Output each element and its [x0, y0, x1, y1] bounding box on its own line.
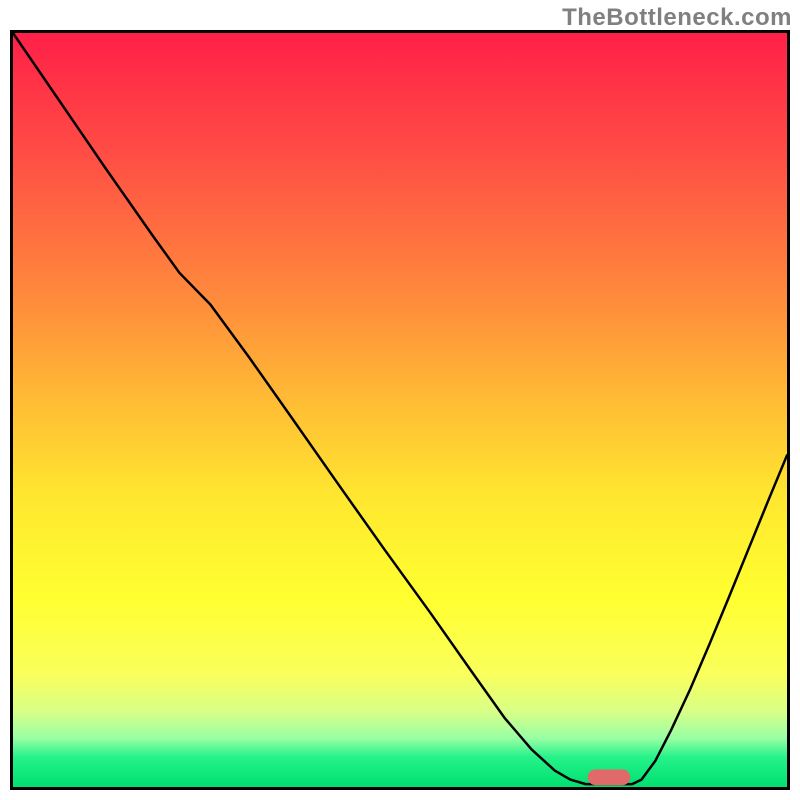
marker-layer — [13, 33, 787, 787]
optimum-marker — [588, 769, 631, 785]
plot-area — [10, 30, 790, 790]
chart-container: TheBottleneck.com — [0, 0, 800, 800]
watermark-text: TheBottleneck.com — [562, 4, 792, 32]
